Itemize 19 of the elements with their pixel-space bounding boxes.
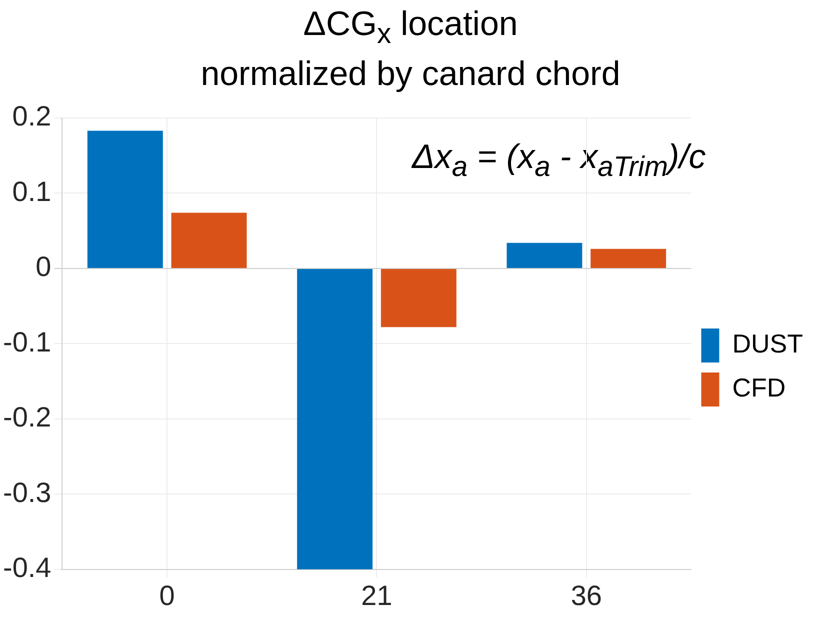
bar — [590, 248, 666, 268]
bar — [87, 130, 163, 268]
bar — [380, 268, 456, 328]
chart-title: ΔCG$_{x}$ location normalized by canard chord — [200, 4, 622, 94]
x-tick-label: 21 — [361, 580, 392, 611]
y-tick-label: -0.4 — [3, 552, 52, 584]
y-tick-label: -0.2 — [3, 402, 52, 433]
x-tick-label: 0 — [159, 580, 175, 611]
y-tick-label: 0.2 — [12, 100, 52, 132]
y-tick-label: 0.1 — [12, 176, 52, 207]
y-tick-label: -0.1 — [3, 326, 52, 358]
bar — [171, 212, 247, 268]
legend-label: DUST — [732, 328, 804, 359]
x-tick-label: 36 — [570, 580, 602, 611]
y-tick-label: 0 — [36, 251, 52, 282]
legend-label: CFD — [732, 372, 786, 403]
y-tick-label: -0.3 — [3, 476, 52, 508]
bar — [297, 268, 373, 570]
bar — [506, 242, 582, 268]
